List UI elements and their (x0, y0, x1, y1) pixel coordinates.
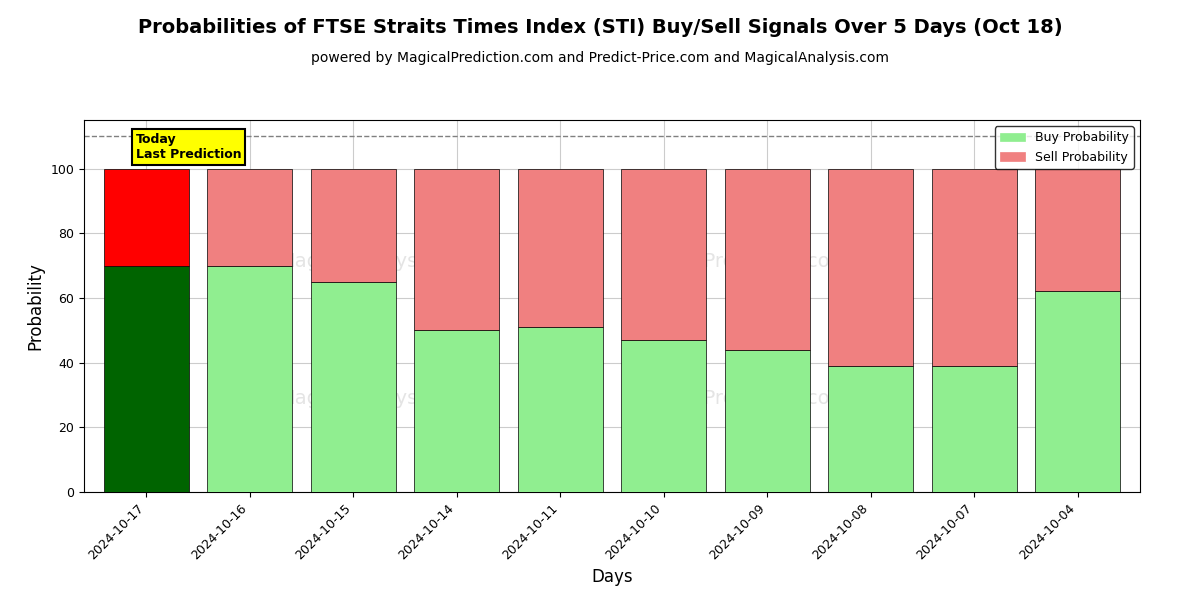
Bar (828, 169, 913, 366)
Bar (1036, 292, 1121, 492)
Bar (828, 366, 913, 492)
Bar (103, 266, 188, 492)
Bar (414, 330, 499, 492)
Bar (932, 366, 1016, 492)
Bar (208, 169, 292, 266)
Bar (517, 169, 602, 327)
Bar (311, 282, 396, 492)
Bar (725, 169, 810, 350)
Bar (1036, 169, 1121, 292)
Bar (622, 340, 707, 492)
Bar (103, 169, 188, 266)
Bar (208, 266, 292, 492)
Bar (932, 169, 1016, 366)
Text: MagicalAnalysis.com: MagicalAnalysis.com (278, 252, 481, 271)
Bar (311, 169, 396, 282)
Text: Probabilities of FTSE Straits Times Index (STI) Buy/Sell Signals Over 5 Days (Oc: Probabilities of FTSE Straits Times Inde… (138, 18, 1062, 37)
Legend: Buy Probability, Sell Probability: Buy Probability, Sell Probability (995, 126, 1134, 169)
Bar (725, 350, 810, 492)
Y-axis label: Probability: Probability (26, 262, 44, 350)
X-axis label: Days: Days (592, 568, 632, 586)
Text: MagicalPrediction.com: MagicalPrediction.com (629, 252, 848, 271)
Bar (622, 169, 707, 340)
Text: powered by MagicalPrediction.com and Predict-Price.com and MagicalAnalysis.com: powered by MagicalPrediction.com and Pre… (311, 51, 889, 65)
Text: MagicalPrediction.com: MagicalPrediction.com (629, 389, 848, 409)
Bar (517, 327, 602, 492)
Text: MagicalAnalysis.com: MagicalAnalysis.com (278, 389, 481, 409)
Text: Today
Last Prediction: Today Last Prediction (136, 133, 241, 161)
Bar (414, 169, 499, 330)
